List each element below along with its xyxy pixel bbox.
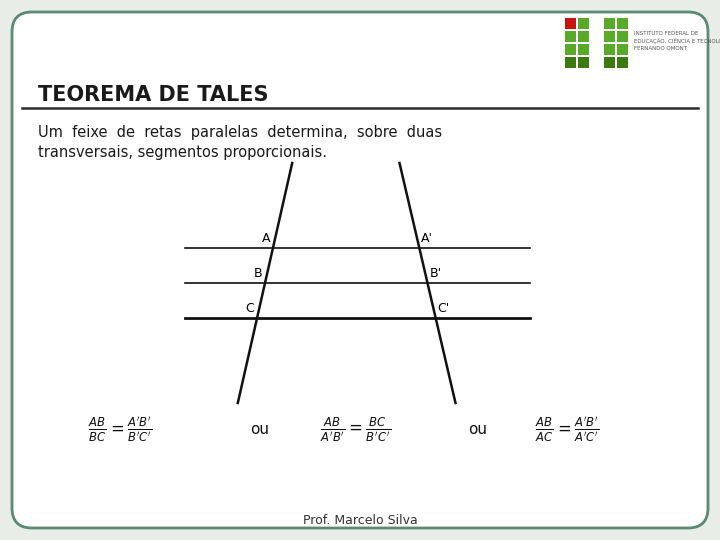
Bar [578, 44, 589, 55]
Bar [604, 31, 615, 42]
Text: $\frac{AB}{A'B'} = \frac{BC}{B'C'}$: $\frac{AB}{A'B'} = \frac{BC}{B'C'}$ [320, 416, 391, 444]
FancyBboxPatch shape [12, 12, 708, 528]
Bar [565, 57, 576, 68]
Text: TEOREMA DE TALES: TEOREMA DE TALES [38, 85, 269, 105]
Text: Prof. Marcelo Silva: Prof. Marcelo Silva [302, 514, 418, 526]
Bar [565, 44, 576, 55]
Bar [565, 18, 576, 29]
Text: $\frac{AB}{BC} = \frac{A'B'}{B'C'}$: $\frac{AB}{BC} = \frac{A'B'}{B'C'}$ [88, 416, 152, 444]
Text: C': C' [438, 302, 450, 315]
Bar [604, 44, 615, 55]
Text: B': B' [430, 267, 441, 280]
Text: $\frac{AB}{AC} = \frac{A'B'}{A'C'}$: $\frac{AB}{AC} = \frac{A'B'}{A'C'}$ [535, 416, 599, 444]
Text: C: C [246, 302, 254, 315]
Text: A: A [261, 232, 270, 245]
Text: Um  feixe  de  retas  paralelas  determina,  sobre  duas: Um feixe de retas paralelas determina, s… [38, 125, 442, 140]
Bar [617, 57, 628, 68]
Text: ou: ou [250, 422, 269, 437]
Bar [578, 57, 589, 68]
Bar [604, 57, 615, 68]
Text: A': A' [421, 232, 433, 245]
Bar [617, 31, 628, 42]
Bar [617, 44, 628, 55]
Text: INSTITUTO FEDERAL DE
EDUCAÇÃO, CIÊNCIA E TECNOLOGIA
FERNANDO OMONT: INSTITUTO FEDERAL DE EDUCAÇÃO, CIÊNCIA E… [634, 31, 720, 51]
Text: ou: ou [468, 422, 487, 437]
Bar [578, 31, 589, 42]
Bar [578, 18, 589, 29]
Text: transversais, segmentos proporcionais.: transversais, segmentos proporcionais. [38, 145, 327, 160]
Bar [565, 31, 576, 42]
Bar [604, 18, 615, 29]
Text: B: B [253, 267, 262, 280]
Bar [617, 18, 628, 29]
